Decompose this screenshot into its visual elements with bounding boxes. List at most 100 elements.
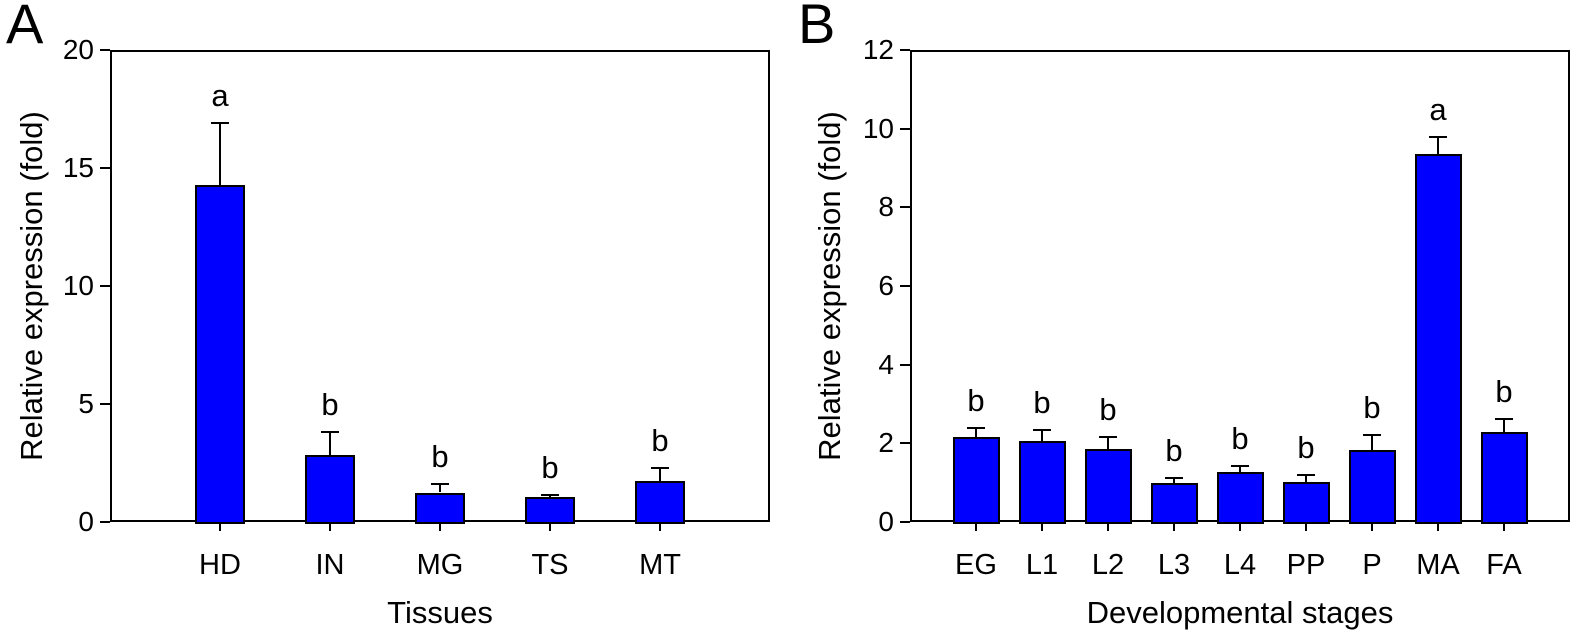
category-label-L3: L3 <box>1157 549 1191 581</box>
bar-L4 <box>1216 471 1264 524</box>
bar-L3 <box>1150 482 1198 524</box>
error-bar-HD <box>219 123 221 185</box>
x-tick-TS <box>549 522 551 531</box>
y-tick-label-b-2: 2 <box>878 427 894 459</box>
y-tick-b-6 <box>900 285 910 287</box>
y-tick-b-12 <box>900 49 910 51</box>
category-label-MT: MT <box>639 549 681 581</box>
y-tick-a-5 <box>100 403 110 405</box>
error-bar-P <box>1371 434 1373 451</box>
bar-MG <box>415 492 465 524</box>
y-tick-a-15 <box>100 167 110 169</box>
x-tick-MA <box>1437 522 1439 531</box>
bar-L2 <box>1084 449 1132 524</box>
error-cap-PP <box>1297 473 1315 476</box>
panel-b-label: B <box>798 0 836 55</box>
x-tick-L2 <box>1107 522 1109 531</box>
category-label-MA: MA <box>1416 549 1460 581</box>
error-bar-MG <box>439 484 441 493</box>
error-bar-MT <box>659 467 661 481</box>
error-bar-L4 <box>1239 466 1241 472</box>
category-label-IN: IN <box>315 549 345 581</box>
sig-letter-L2: b <box>1099 392 1117 428</box>
sig-letter-L3: b <box>1165 432 1183 468</box>
error-cap-L2 <box>1099 436 1117 439</box>
bar-TS <box>525 497 575 524</box>
error-bar-IN <box>329 432 331 455</box>
y-tick-b-2 <box>900 442 910 445</box>
bar-MT <box>635 480 685 524</box>
y-tick-label-b-12: 12 <box>862 34 894 65</box>
category-label-PP: PP <box>1286 549 1326 581</box>
sig-letter-IN: b <box>321 387 339 423</box>
sig-letter-P: b <box>1363 389 1381 425</box>
error-cap-L4 <box>1231 465 1249 468</box>
x-tick-L3 <box>1173 522 1175 531</box>
sig-letter-MG: b <box>431 439 449 475</box>
sig-letter-FA: b <box>1495 373 1513 409</box>
y-tick-label-b-10: 10 <box>862 112 894 144</box>
panel-b-x-axis-title: Developmental stages <box>1086 595 1394 630</box>
x-tick-IN <box>329 522 331 531</box>
bar-FA <box>1480 431 1528 524</box>
y-tick-label-a-10: 10 <box>62 270 94 301</box>
error-cap-MA <box>1429 135 1447 138</box>
y-tick-label-b-0: 0 <box>878 506 894 537</box>
y-tick-label-a-20: 20 <box>62 34 94 65</box>
error-cap-EG <box>967 426 985 429</box>
category-label-L2: L2 <box>1091 549 1125 581</box>
panel-a-label: A <box>6 0 44 55</box>
x-tick-MG <box>439 522 441 531</box>
y-tick-a-0 <box>100 521 110 523</box>
y-tick-b-10 <box>900 127 910 130</box>
x-tick-L1 <box>1041 522 1043 531</box>
bar-P <box>1348 450 1396 524</box>
sig-letter-HD: a <box>211 78 229 114</box>
error-bar-FA <box>1503 418 1505 432</box>
x-tick-PP <box>1305 522 1307 531</box>
category-label-L4: L4 <box>1223 549 1257 581</box>
bar-EG <box>952 437 1000 524</box>
error-cap-MG <box>431 483 449 486</box>
y-tick-a-20 <box>100 49 110 51</box>
y-tick-label-b-6: 6 <box>878 270 894 301</box>
error-cap-MT <box>651 466 669 469</box>
y-tick-label-a-15: 15 <box>62 152 94 183</box>
error-cap-TS <box>541 493 559 496</box>
error-cap-L3 <box>1165 476 1183 479</box>
bar-PP <box>1282 481 1330 524</box>
error-bar-TS <box>549 494 551 498</box>
sig-letter-L1: b <box>1033 384 1051 420</box>
y-tick-label-b-8: 8 <box>878 191 894 223</box>
panel-a-x-axis-title: Tissues <box>387 595 493 630</box>
error-bar-PP <box>1305 474 1307 482</box>
y-tick-b-4 <box>900 363 910 366</box>
y-tick-label-a-0: 0 <box>78 506 94 537</box>
error-bar-MA <box>1437 136 1439 155</box>
sig-letter-TS: b <box>541 449 559 485</box>
y-tick-b-0 <box>900 521 910 523</box>
bar-L1 <box>1018 441 1066 524</box>
bar-HD <box>195 184 245 524</box>
error-cap-HD <box>211 122 229 125</box>
error-bar-L3 <box>1173 477 1175 483</box>
sig-letter-EG: b <box>967 382 985 418</box>
x-tick-FA <box>1503 522 1505 531</box>
category-label-FA: FA <box>1486 549 1522 581</box>
category-label-P: P <box>1362 549 1382 581</box>
y-tick-b-8 <box>900 206 910 209</box>
category-label-HD: HD <box>199 549 241 581</box>
category-label-L1: L1 <box>1025 549 1059 581</box>
bar-IN <box>305 454 355 524</box>
sig-letter-MA: a <box>1429 91 1447 127</box>
error-bar-L1 <box>1041 429 1043 442</box>
bar-MA <box>1414 154 1462 524</box>
error-bar-L2 <box>1107 437 1109 450</box>
x-tick-HD <box>219 522 221 531</box>
x-tick-P <box>1371 522 1373 531</box>
x-tick-L4 <box>1239 522 1241 531</box>
y-tick-a-10 <box>100 285 110 287</box>
sig-letter-PP: b <box>1297 429 1315 465</box>
y-tick-label-b-4: 4 <box>878 348 894 380</box>
